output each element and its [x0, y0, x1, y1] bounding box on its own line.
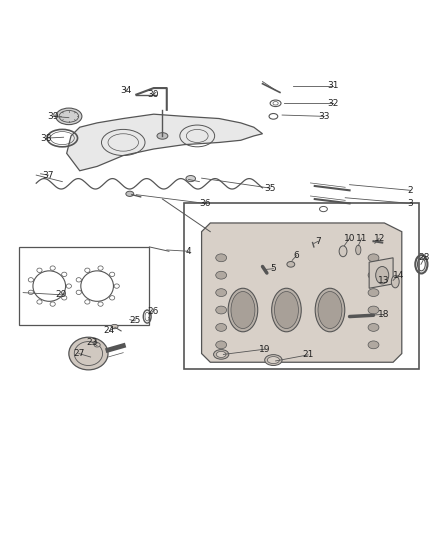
Text: 25: 25 [130, 316, 141, 325]
Ellipse shape [216, 341, 226, 349]
Text: 19: 19 [259, 345, 270, 354]
Text: 27: 27 [73, 349, 85, 358]
Ellipse shape [272, 288, 301, 332]
Ellipse shape [214, 350, 229, 359]
Text: 11: 11 [356, 233, 367, 243]
Ellipse shape [368, 306, 379, 314]
Ellipse shape [186, 175, 195, 182]
Text: 6: 6 [293, 251, 299, 260]
Ellipse shape [368, 289, 379, 296]
Text: 24: 24 [104, 326, 115, 335]
Text: 32: 32 [327, 99, 339, 108]
Ellipse shape [275, 292, 298, 328]
Ellipse shape [267, 357, 279, 364]
Text: 38: 38 [40, 134, 52, 143]
Ellipse shape [391, 276, 399, 288]
Ellipse shape [94, 343, 100, 347]
Text: 23: 23 [86, 338, 98, 347]
Text: 39: 39 [47, 112, 59, 121]
Ellipse shape [315, 288, 345, 332]
Ellipse shape [368, 254, 379, 262]
Text: 31: 31 [327, 82, 339, 91]
Text: 36: 36 [199, 199, 211, 208]
Ellipse shape [368, 324, 379, 332]
Text: 2: 2 [408, 186, 413, 195]
Polygon shape [67, 114, 262, 171]
Text: 5: 5 [271, 264, 276, 273]
Ellipse shape [216, 289, 226, 296]
Text: 30: 30 [147, 90, 159, 99]
Ellipse shape [287, 262, 295, 267]
Ellipse shape [356, 245, 361, 255]
Ellipse shape [318, 292, 342, 328]
Ellipse shape [216, 306, 226, 314]
Text: 28: 28 [419, 253, 430, 262]
Bar [184, 204, 419, 369]
Ellipse shape [228, 288, 258, 332]
Ellipse shape [126, 191, 134, 197]
Text: 7: 7 [315, 237, 321, 246]
Ellipse shape [231, 292, 255, 328]
Text: 14: 14 [392, 271, 404, 280]
Ellipse shape [216, 254, 226, 262]
Ellipse shape [368, 271, 379, 279]
Text: 21: 21 [303, 350, 314, 359]
Ellipse shape [216, 271, 226, 279]
Ellipse shape [368, 341, 379, 349]
Ellipse shape [157, 133, 168, 139]
Text: 12: 12 [374, 233, 385, 243]
Ellipse shape [265, 354, 282, 366]
Text: 37: 37 [42, 171, 54, 180]
Polygon shape [201, 223, 402, 362]
Text: 10: 10 [344, 233, 355, 243]
Text: 35: 35 [265, 184, 276, 192]
Text: 4: 4 [186, 247, 191, 256]
Text: 3: 3 [408, 199, 413, 208]
Text: 34: 34 [120, 86, 132, 95]
Text: 13: 13 [378, 276, 389, 285]
Ellipse shape [216, 324, 226, 332]
Text: 33: 33 [318, 112, 330, 121]
Text: 29: 29 [56, 290, 67, 300]
Ellipse shape [111, 325, 118, 329]
Text: 18: 18 [378, 310, 389, 319]
Polygon shape [369, 258, 393, 288]
Bar [19, 247, 149, 325]
Ellipse shape [376, 266, 389, 284]
Text: 26: 26 [147, 307, 159, 316]
Ellipse shape [56, 108, 82, 125]
Ellipse shape [339, 246, 347, 257]
Ellipse shape [216, 351, 226, 358]
Ellipse shape [69, 337, 108, 370]
